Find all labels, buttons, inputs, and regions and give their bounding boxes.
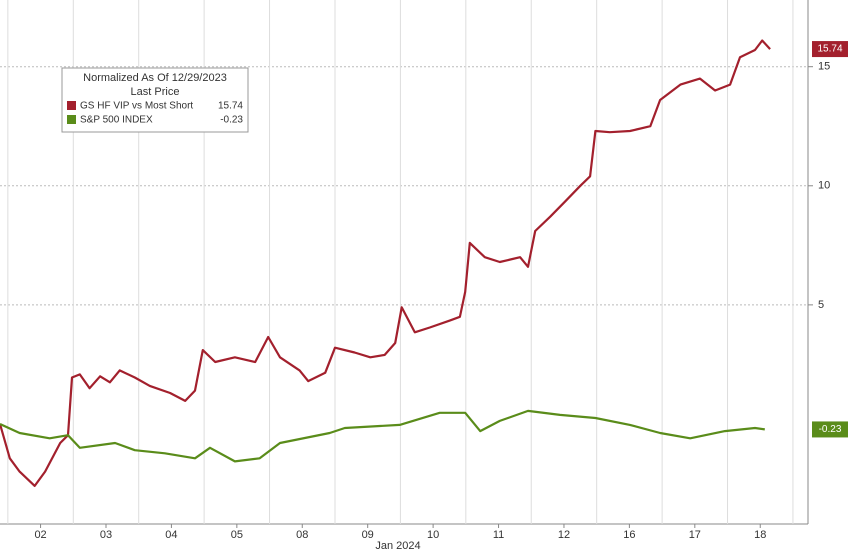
legend-box xyxy=(61,67,249,133)
x-axis-label: Jan 2024 xyxy=(375,540,420,552)
x-tick-label: 05 xyxy=(231,529,243,541)
grid xyxy=(0,0,813,528)
x-tick-label: 17 xyxy=(689,529,701,541)
y-tick-label: 10 xyxy=(818,180,830,192)
lines xyxy=(0,39,771,487)
legend-swatch xyxy=(67,115,76,124)
last-value-label: 15.74 xyxy=(817,44,842,55)
last-value-label: -0.23 xyxy=(819,424,842,435)
legend-label: GS HF VIP vs Most Short xyxy=(80,101,193,112)
x-tick-label: 12 xyxy=(558,529,570,541)
x-tick-label: 09 xyxy=(362,529,374,541)
x-tick-label: 04 xyxy=(165,529,177,541)
series-line xyxy=(0,409,765,463)
x-tick-label: 18 xyxy=(754,529,766,541)
last-value-tag xyxy=(812,421,848,438)
legend-value: 15.74 xyxy=(218,101,243,112)
annotations: 15.74 -0.23 xyxy=(812,41,848,438)
x-tick-label: 08 xyxy=(296,529,308,541)
y-tick-label: 15 xyxy=(818,61,830,73)
x-tick-label: 11 xyxy=(493,529,504,541)
legend-value: -0.23 xyxy=(220,115,243,126)
series-line xyxy=(0,39,771,487)
legend-subtitle: Last Price xyxy=(131,86,180,98)
x-tick-label: 10 xyxy=(427,529,439,541)
legend-label: S&P 500 INDEX xyxy=(80,115,153,126)
x-tick-label: 02 xyxy=(34,529,46,541)
x-tick-label: 16 xyxy=(623,529,635,541)
y-tick-label: 5 xyxy=(818,299,824,311)
x-tick-label: 03 xyxy=(100,529,112,541)
legend-title: Normalized As Of 12/29/2023 xyxy=(83,72,227,84)
last-value-tag xyxy=(812,41,848,58)
legend-swatch xyxy=(67,101,76,110)
